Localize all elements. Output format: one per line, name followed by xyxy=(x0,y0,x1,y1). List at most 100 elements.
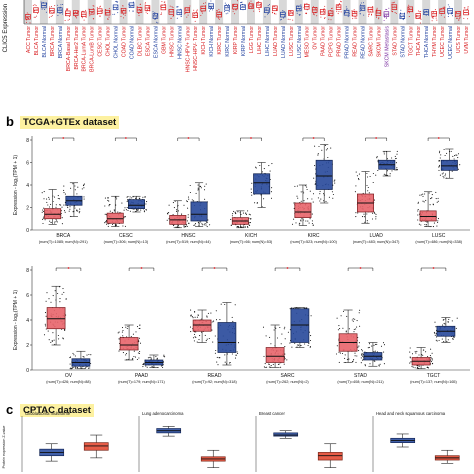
data-point xyxy=(373,199,376,201)
data-point xyxy=(212,321,214,323)
data-point xyxy=(436,340,438,342)
data-point xyxy=(391,10,393,12)
data-point xyxy=(458,18,460,20)
data-point xyxy=(144,2,146,4)
data-point xyxy=(161,1,163,3)
data-point xyxy=(81,188,83,190)
data-point xyxy=(324,5,326,7)
data-point xyxy=(52,332,54,334)
data-point xyxy=(242,225,244,227)
data-point xyxy=(308,222,310,224)
data-point xyxy=(42,218,44,221)
data-point xyxy=(375,216,377,218)
data-point xyxy=(361,216,364,218)
data-point xyxy=(373,350,375,353)
data-point xyxy=(46,292,48,294)
data-point xyxy=(444,323,446,325)
tumor-box xyxy=(43,285,67,346)
data-point xyxy=(425,14,427,16)
data-point xyxy=(295,222,297,224)
data-point xyxy=(57,4,59,6)
data-point xyxy=(394,169,396,171)
data-point xyxy=(176,6,178,8)
data-point xyxy=(439,157,441,159)
shade-strip xyxy=(151,0,160,24)
data-point xyxy=(374,350,376,352)
group-name: LUAD xyxy=(369,233,383,239)
data-point xyxy=(104,205,106,207)
data-point xyxy=(417,10,419,12)
data-point xyxy=(340,315,342,317)
data-point xyxy=(430,361,432,363)
data-point xyxy=(346,315,348,317)
data-point xyxy=(307,220,309,222)
data-point xyxy=(228,6,230,8)
category-label: DLBC Tumor xyxy=(137,26,143,56)
data-point xyxy=(422,354,424,356)
data-point xyxy=(423,201,425,203)
data-point xyxy=(320,16,322,18)
data-point xyxy=(115,1,117,2)
data-point xyxy=(149,356,151,358)
data-point xyxy=(63,210,66,212)
data-point xyxy=(283,11,285,13)
data-point xyxy=(437,220,439,222)
data-point xyxy=(93,18,95,20)
data-point xyxy=(377,160,379,162)
data-point xyxy=(289,19,291,21)
data-point xyxy=(68,210,70,212)
data-point xyxy=(138,197,140,199)
data-point xyxy=(48,198,50,200)
data-point xyxy=(96,6,98,8)
category-label: OV Tumor xyxy=(313,26,319,50)
data-point xyxy=(411,353,414,355)
data-point xyxy=(55,206,57,208)
data-point xyxy=(55,218,57,220)
data-point xyxy=(195,192,197,194)
data-point xyxy=(359,11,361,13)
data-point xyxy=(408,12,410,14)
data-point xyxy=(431,194,433,196)
data-point xyxy=(290,10,292,12)
data-point xyxy=(440,14,442,16)
data-point xyxy=(232,10,234,12)
data-point xyxy=(42,209,44,211)
data-point xyxy=(283,363,285,365)
data-point xyxy=(320,198,322,200)
data-point xyxy=(451,320,453,322)
data-point xyxy=(440,154,442,156)
data-point xyxy=(121,327,124,329)
data-point xyxy=(409,351,411,353)
data-point xyxy=(145,203,147,205)
group-count: (num(T)=306; num(N)=13) xyxy=(104,240,149,244)
data-point xyxy=(228,362,231,364)
data-point xyxy=(258,9,260,11)
data-point xyxy=(89,367,91,369)
data-point xyxy=(59,8,61,10)
data-point xyxy=(130,6,132,7)
group-count: (num(T)=523; num(N)=100) xyxy=(290,240,337,244)
data-point xyxy=(436,201,438,203)
data-point xyxy=(231,353,233,355)
data-point xyxy=(66,8,68,10)
data-point xyxy=(258,8,260,10)
data-point xyxy=(376,7,378,9)
data-point xyxy=(113,209,115,211)
category-label: THYM Tumor xyxy=(432,26,438,57)
tumor-box xyxy=(409,347,434,370)
panel-c: c CPTAC dataset Protein expression Z-val… xyxy=(0,402,474,474)
data-point xyxy=(353,331,355,333)
data-point xyxy=(456,154,458,156)
data-point xyxy=(429,204,431,206)
data-point xyxy=(363,14,365,16)
data-point xyxy=(173,14,174,16)
box xyxy=(217,322,237,353)
data-point xyxy=(317,154,319,156)
data-point xyxy=(337,13,339,15)
data-point xyxy=(77,186,79,188)
data-point xyxy=(127,195,129,198)
panel-b: b TCGA+GTEx dataset 0 2 4 6 8 Expression - lo… xyxy=(0,112,474,402)
significance-mark xyxy=(375,137,378,139)
data-point xyxy=(249,7,251,9)
category-label: BRCA-LumA Tumor xyxy=(82,26,88,72)
